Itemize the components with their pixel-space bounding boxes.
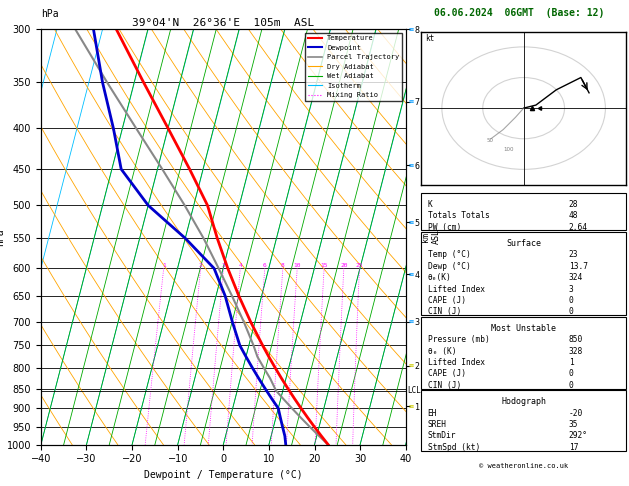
- Text: 20: 20: [340, 263, 348, 268]
- Text: 15: 15: [320, 263, 328, 268]
- Text: 35: 35: [569, 420, 578, 429]
- Text: 100: 100: [503, 147, 514, 152]
- Text: 10: 10: [294, 263, 301, 268]
- Text: 3: 3: [569, 284, 574, 294]
- Text: θₑ(K): θₑ(K): [428, 273, 452, 282]
- Text: 2: 2: [199, 263, 203, 268]
- Text: ≡: ≡: [409, 25, 414, 34]
- Text: EH: EH: [428, 409, 437, 417]
- Text: Lifted Index: Lifted Index: [428, 358, 484, 367]
- Text: θₑ (K): θₑ (K): [428, 347, 456, 356]
- Text: Lifted Index: Lifted Index: [428, 284, 484, 294]
- Text: 0: 0: [569, 381, 574, 390]
- Text: 850: 850: [569, 335, 583, 344]
- Text: SREH: SREH: [428, 420, 447, 429]
- Text: 0: 0: [569, 369, 574, 378]
- Text: 0: 0: [569, 307, 574, 316]
- Text: 28: 28: [569, 200, 578, 209]
- Text: © weatheronline.co.uk: © weatheronline.co.uk: [479, 463, 568, 469]
- Text: Pressure (mb): Pressure (mb): [428, 335, 489, 344]
- Text: 48: 48: [569, 211, 578, 220]
- Text: Totals Totals: Totals Totals: [428, 211, 489, 220]
- Text: 50: 50: [487, 138, 494, 143]
- Text: 4: 4: [238, 263, 242, 268]
- Text: 6: 6: [263, 263, 267, 268]
- Legend: Temperature, Dewpoint, Parcel Trajectory, Dry Adiabat, Wet Adiabat, Isotherm, Mi: Temperature, Dewpoint, Parcel Trajectory…: [305, 33, 402, 101]
- Text: StmSpd (kt): StmSpd (kt): [428, 443, 480, 451]
- Text: K: K: [428, 200, 432, 209]
- Text: ≡: ≡: [409, 270, 414, 278]
- Text: 13.7: 13.7: [569, 262, 587, 271]
- Y-axis label: hPa: hPa: [0, 228, 5, 246]
- Text: 23: 23: [569, 250, 578, 260]
- Text: 292°: 292°: [569, 431, 587, 440]
- Text: Dewp (°C): Dewp (°C): [428, 262, 470, 271]
- Text: CIN (J): CIN (J): [428, 381, 461, 390]
- Text: 3: 3: [221, 263, 225, 268]
- Text: kt: kt: [426, 34, 435, 43]
- Text: 8: 8: [281, 263, 285, 268]
- Text: ≡: ≡: [409, 218, 414, 227]
- Text: StmDir: StmDir: [428, 431, 456, 440]
- Text: ≡: ≡: [409, 361, 414, 370]
- Text: 328: 328: [569, 347, 583, 356]
- Y-axis label: km
ASL: km ASL: [421, 229, 440, 244]
- Text: Hodograph: Hodograph: [501, 397, 546, 406]
- Text: ≡: ≡: [409, 317, 414, 326]
- Text: ≡: ≡: [409, 161, 414, 170]
- Text: 25: 25: [355, 263, 363, 268]
- Text: CAPE (J): CAPE (J): [428, 296, 465, 305]
- Text: CIN (J): CIN (J): [428, 307, 461, 316]
- Text: 0: 0: [569, 296, 574, 305]
- Text: 324: 324: [569, 273, 583, 282]
- Text: Temp (°C): Temp (°C): [428, 250, 470, 260]
- Text: 1: 1: [162, 263, 165, 268]
- Text: 2.64: 2.64: [569, 223, 587, 231]
- Text: PW (cm): PW (cm): [428, 223, 461, 231]
- Text: Most Unstable: Most Unstable: [491, 324, 556, 333]
- Text: LCL: LCL: [407, 386, 421, 395]
- Title: 39°04'N  26°36'E  105m  ASL: 39°04'N 26°36'E 105m ASL: [132, 18, 314, 28]
- Text: 1: 1: [569, 358, 574, 367]
- Text: ≡: ≡: [409, 97, 414, 106]
- Text: 06.06.2024  06GMT  (Base: 12): 06.06.2024 06GMT (Base: 12): [435, 8, 604, 18]
- Text: ≡: ≡: [409, 402, 414, 411]
- X-axis label: Dewpoint / Temperature (°C): Dewpoint / Temperature (°C): [144, 470, 303, 480]
- Text: CAPE (J): CAPE (J): [428, 369, 465, 378]
- Text: -20: -20: [569, 409, 583, 417]
- Text: hPa: hPa: [41, 9, 58, 19]
- Text: 17: 17: [569, 443, 578, 451]
- Text: Surface: Surface: [506, 239, 541, 248]
